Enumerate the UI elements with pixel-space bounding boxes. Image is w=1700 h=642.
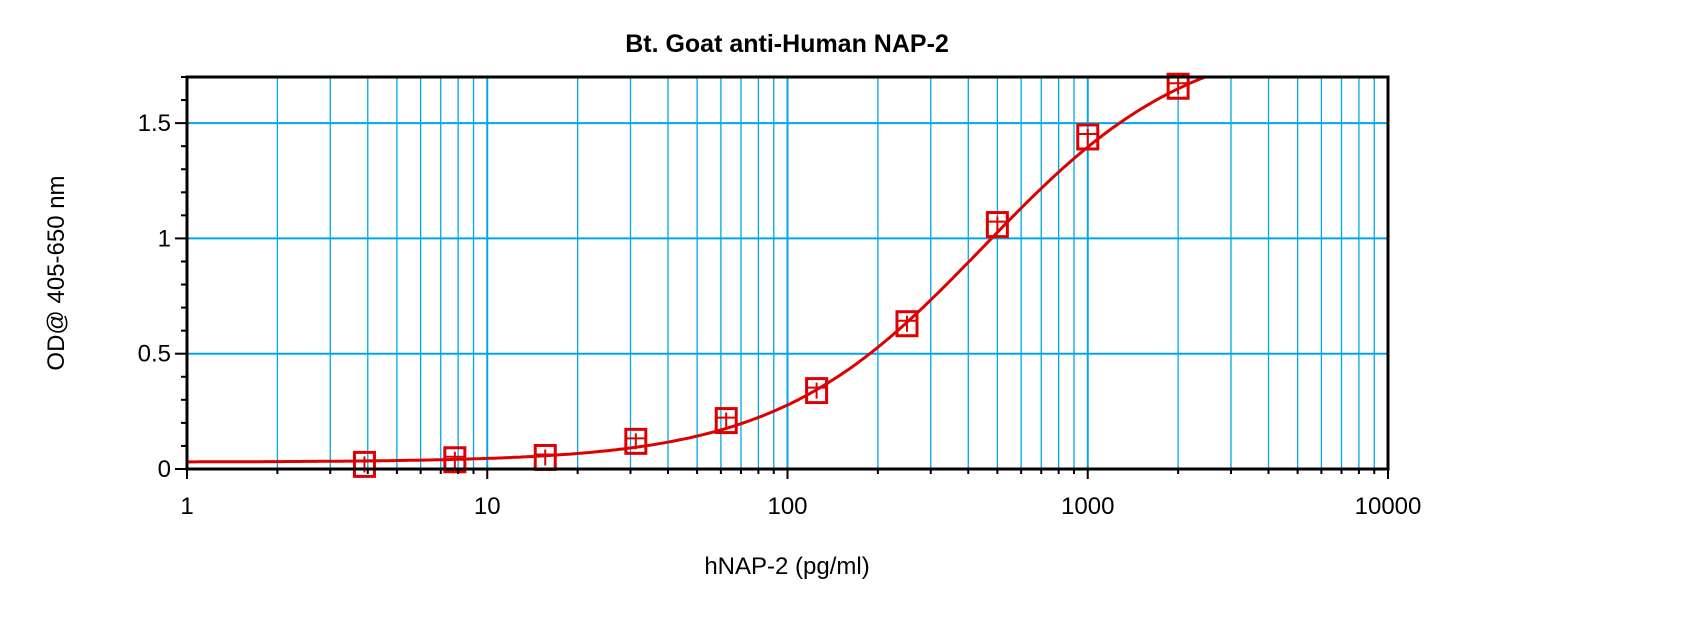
data-point [714, 407, 738, 435]
x-axis-label: hNAP-2 (pg/ml) [704, 553, 869, 580]
data-point-marker [352, 450, 376, 478]
y-axis-ticks: 0 0.5 1 1.5 [138, 76, 187, 483]
grid [187, 77, 1388, 469]
fit-curve-layer [187, 75, 1206, 464]
x-axis-ticks: 1 10 100 1000 10000 [180, 469, 1421, 520]
x-tick-label: 10 [474, 493, 501, 520]
data-point-marker [895, 310, 919, 338]
data-point-marker [714, 407, 738, 435]
chart-title: Bt. Goat anti-Human NAP-2 [625, 30, 949, 58]
data-point [443, 446, 467, 474]
data-point [1166, 72, 1190, 100]
x-tick-label: 10000 [1355, 493, 1422, 520]
data-point [624, 427, 648, 455]
fit-curve [187, 75, 1206, 464]
data-point-marker [443, 446, 467, 474]
data-point [805, 377, 829, 405]
data-point [1076, 123, 1100, 151]
data-point [352, 450, 376, 478]
x-tick-label: 1000 [1061, 493, 1114, 520]
y-tick-label: 1.5 [138, 110, 171, 137]
y-tick-label: 0 [158, 456, 171, 483]
x-tick-label: 100 [767, 493, 807, 520]
data-point [895, 310, 919, 338]
data-point-marker [985, 211, 1009, 239]
data-points [352, 72, 1190, 478]
y-tick-label: 0.5 [138, 341, 171, 368]
data-point [985, 211, 1009, 239]
data-point-marker [1166, 72, 1190, 100]
y-tick-label: 1 [158, 225, 171, 252]
data-point-marker [624, 427, 648, 455]
data-point-marker [805, 377, 829, 405]
y-axis-label: OD@ 405-650 nm [43, 175, 70, 370]
x-tick-label: 1 [180, 493, 193, 520]
data-point-marker [1076, 123, 1100, 151]
